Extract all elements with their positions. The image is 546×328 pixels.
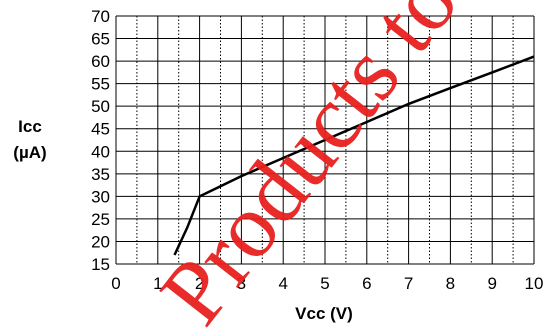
x-tick-label: 1 (153, 274, 162, 293)
x-tick-label: 6 (362, 274, 371, 293)
watermark: Products to h (140, 0, 519, 328)
x-tick-label: 0 (111, 274, 120, 293)
y-tick-label: 55 (91, 75, 110, 94)
y-tick-label: 30 (91, 187, 110, 206)
x-tick-label: 3 (237, 274, 246, 293)
grid (115, 15, 535, 265)
y-tick-label: 35 (91, 165, 110, 184)
x-tick-label: 5 (320, 274, 329, 293)
y-axis-title-line2: (µA) (13, 143, 46, 162)
y-tick-label: 70 (91, 7, 110, 26)
x-tick-label: 8 (446, 274, 455, 293)
x-tick-label: 7 (404, 274, 413, 293)
series-line-group (173, 55, 535, 256)
y-tick-label: 60 (91, 52, 110, 71)
x-tick-label: 2 (195, 274, 204, 293)
x-tick-labels: 0 1 2 3 4 5 6 7 8 9 10 (111, 274, 543, 293)
x-axis-title: Vcc (V) (295, 304, 353, 323)
y-tick-label: 25 (91, 210, 110, 229)
x-tick-label: 4 (278, 274, 287, 293)
y-tick-labels: 15 20 25 30 35 40 45 50 55 60 65 70 (91, 7, 110, 274)
x-tick-label: 9 (487, 274, 496, 293)
y-tick-label: 65 (91, 30, 110, 49)
series-line (173, 55, 535, 256)
y-tick-label: 45 (91, 120, 110, 139)
y-tick-label: 40 (91, 142, 110, 161)
watermark-text: Products to h (140, 0, 519, 328)
y-axis-title-line1: Icc (18, 117, 42, 136)
x-tick-label: 10 (525, 274, 544, 293)
y-tick-label: 15 (91, 255, 110, 274)
y-tick-label: 20 (91, 232, 110, 251)
y-tick-label: 50 (91, 97, 110, 116)
